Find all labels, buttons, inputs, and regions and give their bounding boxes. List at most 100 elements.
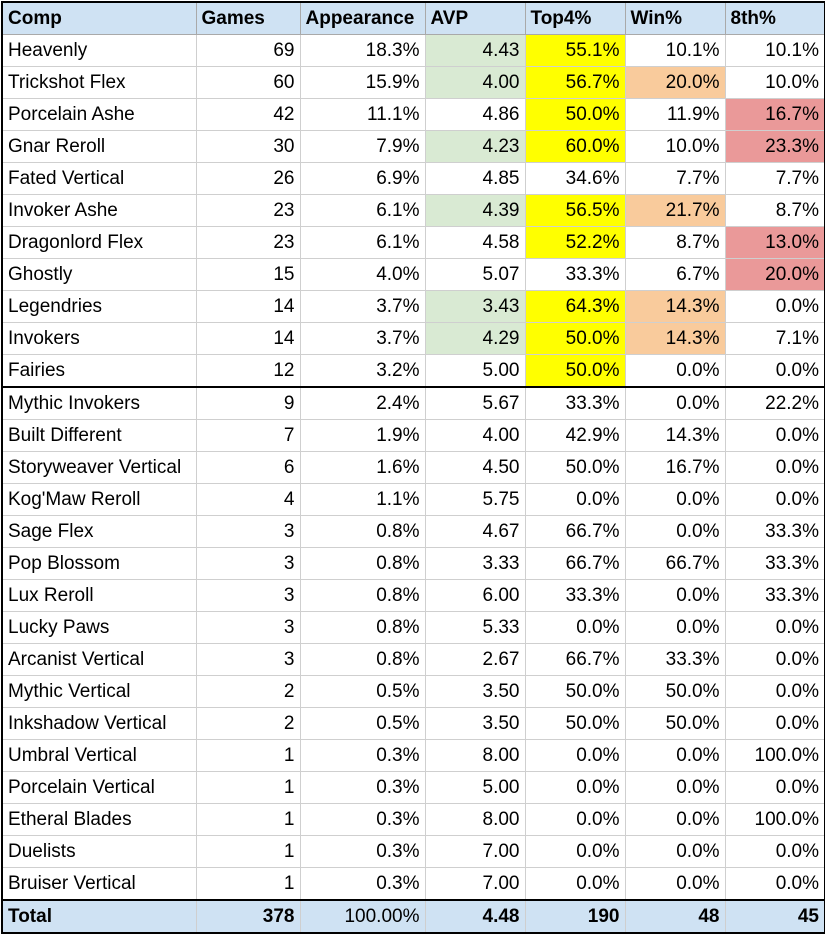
eighth-cell[interactable]: 0.0%	[724, 354, 825, 388]
win-cell[interactable]: 0.0%	[624, 867, 726, 901]
avp-cell[interactable]: 6.00	[424, 579, 526, 612]
appearance-cell[interactable]: 6.9%	[299, 162, 426, 195]
appearance-cell[interactable]: 0.8%	[299, 579, 426, 612]
win-cell[interactable]: 0.0%	[624, 771, 726, 804]
avp-cell[interactable]: 4.85	[424, 162, 526, 195]
games-cell[interactable]: 2	[195, 707, 301, 740]
games-cell[interactable]: 1	[195, 835, 301, 868]
eighth-cell[interactable]: 0.0%	[724, 451, 825, 484]
top4-cell[interactable]: 42.9%	[524, 419, 626, 452]
comp-name-cell[interactable]: Inkshadow Vertical	[1, 707, 197, 740]
top4-cell[interactable]: 0.0%	[524, 835, 626, 868]
avp-cell[interactable]: 7.00	[424, 867, 526, 901]
avp-cell[interactable]: 5.75	[424, 483, 526, 516]
games-cell[interactable]: 30	[195, 130, 301, 163]
win-cell[interactable]: 50.0%	[624, 707, 726, 740]
top4-cell[interactable]: 0.0%	[524, 803, 626, 836]
win-cell[interactable]: 14.3%	[624, 419, 726, 452]
comp-name-cell[interactable]: Mythic Invokers	[1, 386, 197, 420]
eighth-cell[interactable]: 0.0%	[724, 707, 825, 740]
win-cell[interactable]: 0.0%	[624, 835, 726, 868]
games-cell[interactable]: 23	[195, 226, 301, 259]
top4-cell[interactable]: 56.5%	[524, 194, 626, 227]
avp-cell[interactable]: 5.33	[424, 611, 526, 644]
comp-name-cell[interactable]: Lux Reroll	[1, 579, 197, 612]
avp-cell[interactable]: 4.86	[424, 98, 526, 131]
win-cell[interactable]: 10.0%	[624, 130, 726, 163]
header-appearance[interactable]: Appearance	[299, 1, 426, 35]
games-cell[interactable]: 3	[195, 643, 301, 676]
games-cell[interactable]: 9	[195, 386, 301, 420]
win-cell[interactable]: 0.0%	[624, 515, 726, 548]
appearance-cell[interactable]: 0.3%	[299, 867, 426, 901]
avp-cell[interactable]: 2.67	[424, 643, 526, 676]
win-cell[interactable]: 0.0%	[624, 386, 726, 420]
games-cell[interactable]: 3	[195, 515, 301, 548]
eighth-cell[interactable]: 0.0%	[724, 419, 825, 452]
top4-cell[interactable]: 52.2%	[524, 226, 626, 259]
appearance-cell[interactable]: 4.0%	[299, 258, 426, 291]
top4-cell[interactable]: 60.0%	[524, 130, 626, 163]
top4-cell[interactable]: 0.0%	[524, 483, 626, 516]
eighth-cell[interactable]: 0.0%	[724, 611, 825, 644]
eighth-cell[interactable]: 7.1%	[724, 322, 825, 355]
appearance-cell[interactable]: 0.8%	[299, 643, 426, 676]
top4-cell[interactable]: 50.0%	[524, 354, 626, 388]
avp-cell[interactable]: 3.50	[424, 707, 526, 740]
win-cell[interactable]: 0.0%	[624, 579, 726, 612]
appearance-cell[interactable]: 0.3%	[299, 835, 426, 868]
comp-name-cell[interactable]: Fairies	[1, 354, 197, 388]
win-cell[interactable]: 66.7%	[624, 547, 726, 580]
win-cell[interactable]: 8.7%	[624, 226, 726, 259]
avp-cell[interactable]: 4.43	[424, 34, 526, 67]
top4-cell[interactable]: 0.0%	[524, 867, 626, 901]
comp-name-cell[interactable]: Heavenly	[1, 34, 197, 67]
top4-cell[interactable]: 50.0%	[524, 451, 626, 484]
top4-cell[interactable]: 50.0%	[524, 675, 626, 708]
appearance-cell[interactable]: 18.3%	[299, 34, 426, 67]
games-cell[interactable]: 4	[195, 483, 301, 516]
eighth-cell[interactable]: 8.7%	[724, 194, 825, 227]
total-avp-cell[interactable]: 4.48	[424, 899, 526, 934]
appearance-cell[interactable]: 6.1%	[299, 226, 426, 259]
comp-name-cell[interactable]: Bruiser Vertical	[1, 867, 197, 901]
games-cell[interactable]: 14	[195, 322, 301, 355]
avp-cell[interactable]: 4.00	[424, 66, 526, 99]
top4-cell[interactable]: 0.0%	[524, 771, 626, 804]
appearance-cell[interactable]: 0.3%	[299, 739, 426, 772]
comp-name-cell[interactable]: Pop Blossom	[1, 547, 197, 580]
appearance-cell[interactable]: 6.1%	[299, 194, 426, 227]
eighth-cell[interactable]: 33.3%	[724, 515, 825, 548]
eighth-cell[interactable]: 7.7%	[724, 162, 825, 195]
comp-name-cell[interactable]: Duelists	[1, 835, 197, 868]
win-cell[interactable]: 11.9%	[624, 98, 726, 131]
top4-cell[interactable]: 66.7%	[524, 547, 626, 580]
comp-name-cell[interactable]: Trickshot Flex	[1, 66, 197, 99]
comp-name-cell[interactable]: Mythic Vertical	[1, 675, 197, 708]
avp-cell[interactable]: 3.50	[424, 675, 526, 708]
comp-name-cell[interactable]: Umbral Vertical	[1, 739, 197, 772]
comp-name-cell[interactable]: Invokers	[1, 322, 197, 355]
top4-cell[interactable]: 0.0%	[524, 739, 626, 772]
appearance-cell[interactable]: 3.2%	[299, 354, 426, 388]
games-cell[interactable]: 23	[195, 194, 301, 227]
avp-cell[interactable]: 5.00	[424, 771, 526, 804]
comp-name-cell[interactable]: Storyweaver Vertical	[1, 451, 197, 484]
appearance-cell[interactable]: 3.7%	[299, 290, 426, 323]
win-cell[interactable]: 14.3%	[624, 290, 726, 323]
top4-cell[interactable]: 0.0%	[524, 611, 626, 644]
games-cell[interactable]: 3	[195, 547, 301, 580]
eighth-cell[interactable]: 16.7%	[724, 98, 825, 131]
eighth-cell[interactable]: 0.0%	[724, 835, 825, 868]
avp-cell[interactable]: 8.00	[424, 803, 526, 836]
avp-cell[interactable]: 4.67	[424, 515, 526, 548]
games-cell[interactable]: 1	[195, 803, 301, 836]
top4-cell[interactable]: 55.1%	[524, 34, 626, 67]
avp-cell[interactable]: 5.07	[424, 258, 526, 291]
appearance-cell[interactable]: 0.8%	[299, 547, 426, 580]
comp-name-cell[interactable]: Invoker Ashe	[1, 194, 197, 227]
eighth-cell[interactable]: 33.3%	[724, 579, 825, 612]
games-cell[interactable]: 1	[195, 867, 301, 901]
appearance-cell[interactable]: 0.3%	[299, 803, 426, 836]
comp-name-cell[interactable]: Etheral Blades	[1, 803, 197, 836]
